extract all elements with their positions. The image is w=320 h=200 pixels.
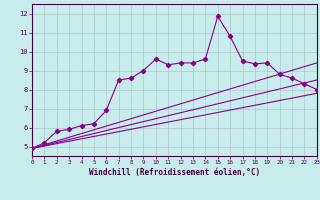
- X-axis label: Windchill (Refroidissement éolien,°C): Windchill (Refroidissement éolien,°C): [89, 168, 260, 177]
